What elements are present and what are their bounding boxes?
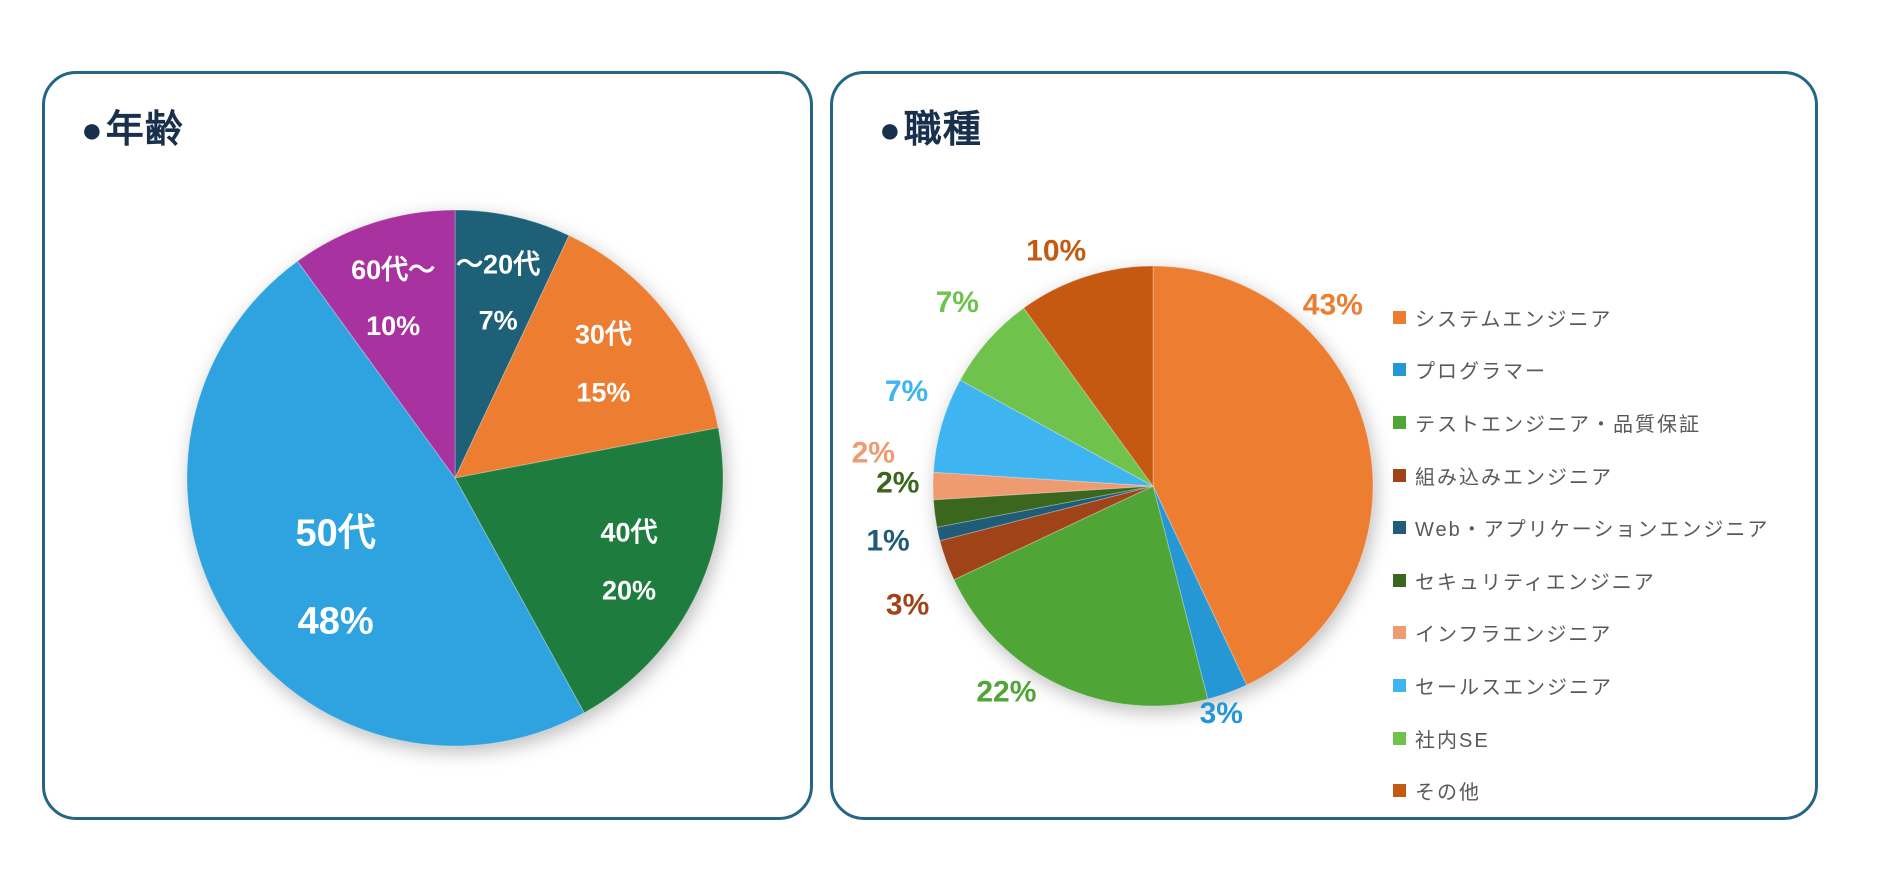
pie-label: 3% (1200, 697, 1243, 730)
pie-label: 30代 15% (575, 319, 632, 407)
pie-label: 43% (1303, 288, 1363, 321)
legend-item: 組み込みエンジニア (1393, 449, 1813, 502)
pie-label: ～20代 7% (456, 250, 540, 336)
legend-item: 社内SE (1393, 712, 1813, 765)
pie-slice (932, 471, 1154, 501)
pie-label: 2% (876, 466, 919, 499)
legend-item-label: セキュリティエンジニア (1415, 571, 1656, 594)
pie-job-slices (932, 265, 1374, 707)
age-panel-title: ●年齢 (81, 98, 184, 153)
pie-slice (454, 209, 570, 479)
legend-item-label: その他 (1415, 782, 1481, 805)
pie-slice (186, 260, 585, 747)
pie-slice (932, 485, 1154, 528)
bullet-icon: ● (879, 109, 902, 150)
legend-item: セールスエンジニア (1393, 659, 1813, 712)
legend-swatch-icon (1393, 784, 1406, 798)
legend-swatch-icon (1393, 363, 1406, 377)
legend-item-label: テストエンジニア・品質保証 (1415, 413, 1701, 436)
pie-slice (959, 307, 1154, 487)
pie-slice (932, 379, 1154, 487)
pie-slice (454, 427, 724, 714)
pie-slice (1152, 485, 1248, 700)
pie-label: 2% (852, 437, 895, 470)
pie-slice (296, 209, 456, 480)
legend-item: Web・アプリケーションエンジニア (1393, 501, 1813, 554)
pie-slice (953, 485, 1209, 707)
job-panel: ●職種 43% 3% 22% 3% 1% 2% 2% 7% 7% 10% システムエンジニア プログ… (830, 71, 1818, 820)
legend-item: プログラマー (1393, 344, 1813, 397)
age-title-text: 年齢 (105, 109, 184, 151)
legend-swatch-icon (1393, 468, 1406, 482)
pie-label: 40代 20% (600, 517, 657, 605)
age-pie-chart: ～20代 7% 30代 15% 40代 20% 50代 48% 60代～ 10% (186, 209, 724, 747)
job-title-text: 職種 (903, 109, 982, 151)
pie-slice (939, 485, 1154, 581)
legend-item-label: インフラエンジニア (1415, 624, 1613, 647)
job-pie-chart: 43% 3% 22% 3% 1% 2%2% 7% 7% 10% (852, 235, 1374, 730)
pie-slice (936, 485, 1154, 542)
pie-label: 10% (1026, 235, 1086, 268)
job-legend: システムエンジニア プログラマーテストエンジニア・品質保証 組み込みエンジニア Web… (1393, 291, 1813, 817)
legend-item: セキュリティエンジニア (1393, 554, 1813, 607)
legend-item-label: セールスエンジニア (1415, 676, 1613, 699)
pie-label: 1% (866, 524, 909, 557)
legend-item: テストエンジニア・品質保証 (1393, 396, 1813, 449)
pie-label: 7% (936, 286, 979, 319)
legend-swatch-icon (1393, 678, 1406, 692)
legend-item: インフラエンジニア (1393, 607, 1813, 660)
legend-item-label: 社内SE (1415, 729, 1490, 752)
legend-item: その他 (1393, 764, 1813, 817)
pie-slice (1022, 265, 1154, 488)
pie-label: 22% (976, 676, 1036, 709)
legend-item-label: 組み込みエンジニア (1415, 466, 1613, 489)
legend-item-label: Web・アプリケーションエンジニア (1415, 519, 1770, 542)
legend-item-label: プログラマー (1415, 361, 1547, 384)
job-panel-title: ●職種 (879, 98, 982, 153)
bullet-icon: ● (81, 109, 104, 150)
legend-swatch-icon (1393, 731, 1406, 745)
legend-swatch-icon (1393, 626, 1406, 640)
legend-swatch-icon (1393, 573, 1406, 587)
legend-swatch-icon (1393, 521, 1406, 535)
pie-slice (1152, 265, 1374, 686)
pie-label: 7% (885, 375, 928, 408)
pie-label: 60代～ 10% (351, 255, 435, 341)
legend-item: システムエンジニア (1393, 291, 1813, 344)
legend-swatch-icon (1393, 415, 1406, 429)
pie-label: 50代 48% (295, 513, 375, 643)
age-panel: ●年齢 ～20代 7% 30代 15% 40代 20% 50代 48% 60代～ 10% (42, 71, 813, 820)
legend-item-label: システムエンジニア (1415, 308, 1613, 331)
pie-label: 3% (886, 589, 929, 622)
pie-slice (454, 234, 719, 479)
legend-swatch-icon (1393, 310, 1406, 324)
pie-age-slices (186, 209, 724, 747)
